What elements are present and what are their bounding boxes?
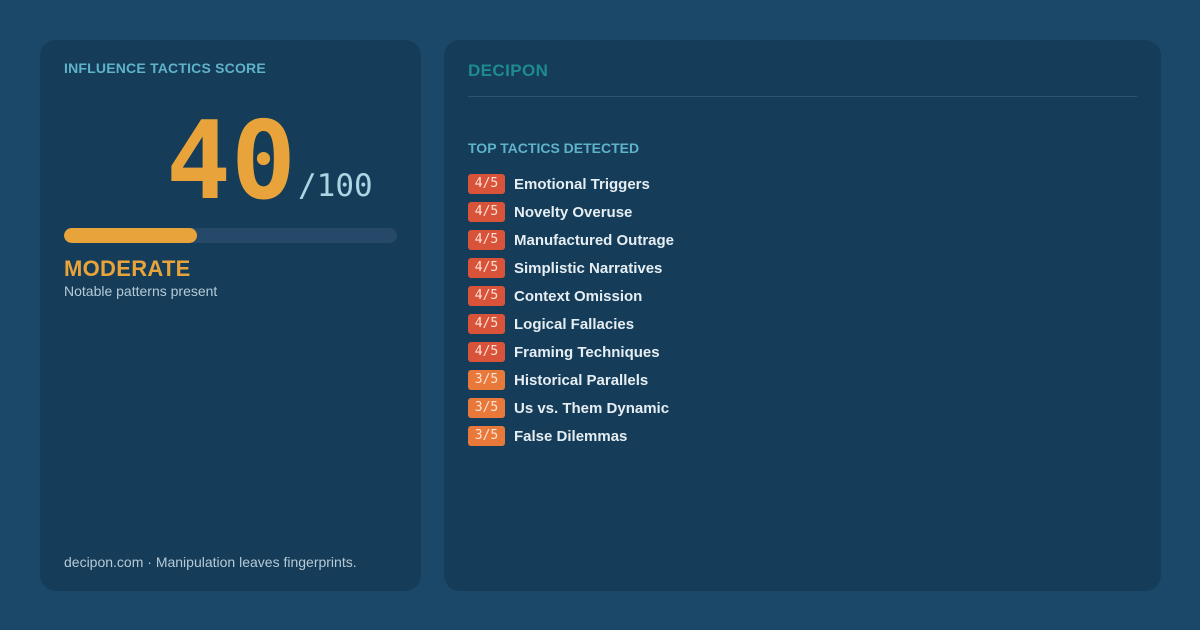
score-progress-bar: [64, 228, 397, 243]
tactic-score-badge: 4/5: [468, 258, 505, 278]
tactic-name: Context Omission: [514, 287, 643, 305]
tactic-name: Framing Techniques: [514, 343, 660, 361]
score-max: /100: [298, 168, 373, 204]
tactic-item: 4/5 Emotional Triggers: [468, 170, 674, 198]
score-progress-fill: [64, 228, 198, 243]
tactic-score-badge: 4/5: [468, 286, 505, 306]
tactic-item: 3/5 Us vs. Them Dynamic: [468, 394, 674, 422]
tactic-score-badge: 3/5: [468, 426, 505, 446]
tactic-name: Novelty Overuse: [514, 203, 633, 221]
score-label: INFLUENCE TACTICS SCORE: [64, 60, 266, 76]
tactic-score-badge: 4/5: [468, 342, 505, 362]
tactic-score-badge: 4/5: [468, 230, 505, 250]
tactics-card: DECIPON TOP TACTICS DETECTED 4/5 Emotiona…: [444, 40, 1161, 591]
tactic-name: Us vs. Them Dynamic: [514, 399, 670, 417]
tactic-score-badge: 4/5: [468, 174, 505, 194]
tactic-name: Manufactured Outrage: [514, 231, 675, 249]
score-card: INFLUENCE TACTICS SCORE 40 /100 MODERATE…: [40, 40, 421, 591]
tactic-item: 3/5 False Dilemmas: [468, 422, 674, 450]
tactic-score-badge: 3/5: [468, 398, 505, 418]
tactic-name: Simplistic Narratives: [514, 259, 663, 277]
brand-name: DECIPON: [468, 61, 549, 80]
tactics-heading: TOP TACTICS DETECTED: [468, 140, 640, 156]
divider: [468, 96, 1137, 97]
tactic-name: Historical Parallels: [514, 371, 649, 389]
tactic-name: Logical Fallacies: [514, 315, 635, 333]
tactic-item: 4/5 Framing Techniques: [468, 338, 674, 366]
tactics-list: 4/5 Emotional Triggers 4/5 Novelty Overuse…: [468, 170, 674, 450]
score-description: Notable patterns present: [64, 283, 218, 299]
score-level: MODERATE: [64, 256, 191, 281]
score-value: 40: [166, 99, 297, 224]
tactic-score-badge: 3/5: [468, 370, 505, 390]
tactic-score-badge: 4/5: [468, 202, 505, 222]
tactic-item: 4/5 Simplistic Narratives: [468, 254, 674, 282]
tactic-score-badge: 4/5: [468, 314, 505, 334]
tactic-item: 4/5 Context Omission: [468, 282, 674, 310]
tactic-name: False Dilemmas: [514, 427, 628, 445]
tactic-item: 4/5 Manufactured Outrage: [468, 226, 674, 254]
tactic-item: 3/5 Historical Parallels: [468, 366, 674, 394]
tactic-item: 4/5 Logical Fallacies: [468, 310, 674, 338]
tactic-name: Emotional Triggers: [514, 175, 650, 193]
tactic-item: 4/5 Novelty Overuse: [468, 198, 674, 226]
footer-tagline: decipon.com · Manipulation leaves finger…: [64, 554, 357, 570]
